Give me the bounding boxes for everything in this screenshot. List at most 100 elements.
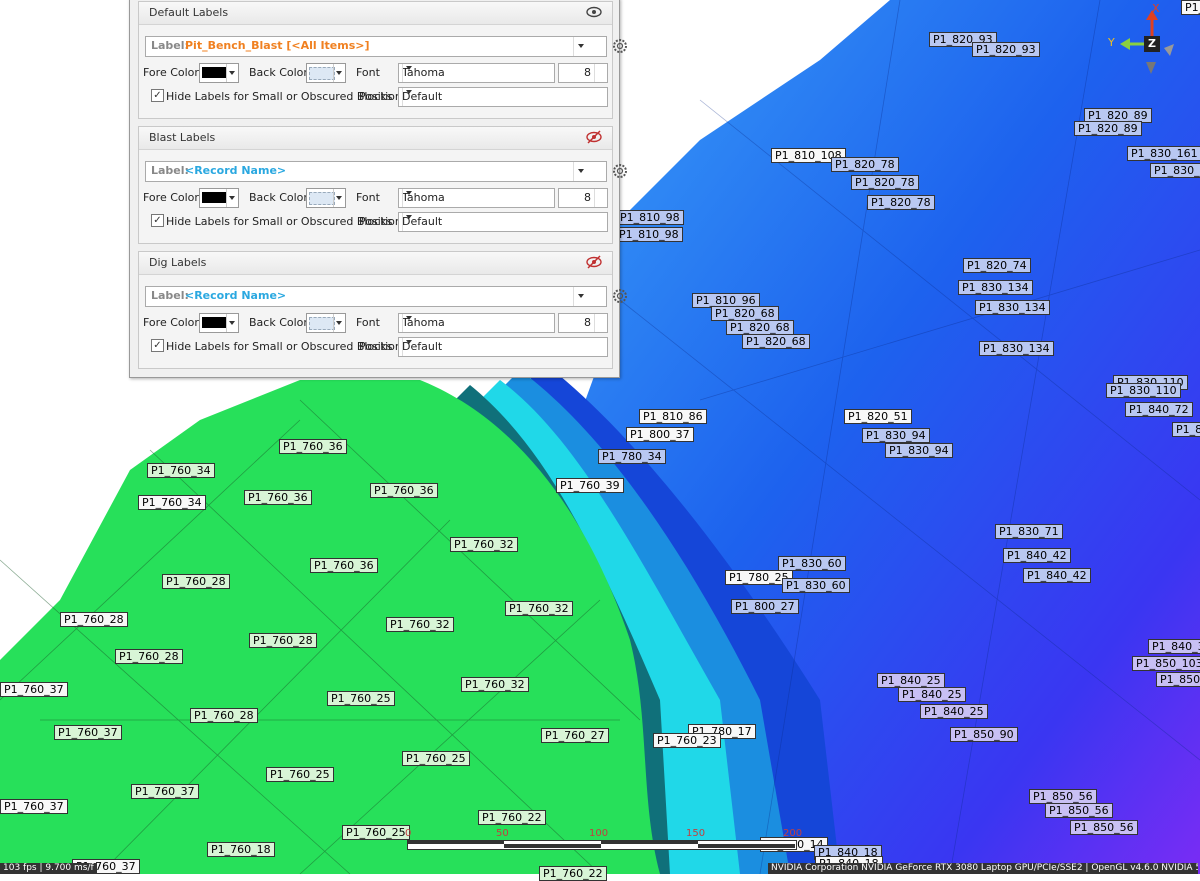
- block-label[interactable]: P1_760_28: [249, 633, 317, 648]
- label-expression-field[interactable]: Label: <Record Name>: [145, 161, 627, 182]
- block-label[interactable]: P1_760_28: [190, 708, 258, 723]
- block-label[interactable]: P1_850_1: [1156, 672, 1200, 687]
- block-label[interactable]: P1_760_28: [162, 574, 230, 589]
- fore-color-picker[interactable]: [199, 313, 239, 333]
- back-color-picker[interactable]: [306, 313, 346, 333]
- block-label[interactable]: P1_760_37: [0, 682, 68, 697]
- block-label[interactable]: P1_760_25: [402, 751, 470, 766]
- block-label[interactable]: P1_760_28: [115, 649, 183, 664]
- chevron-down-icon[interactable]: [573, 287, 588, 306]
- block-label[interactable]: P1_830_94: [885, 443, 953, 458]
- block-label[interactable]: P1_760_32: [505, 601, 573, 616]
- eye-hidden-icon[interactable]: [586, 130, 602, 144]
- block-label[interactable]: P1_820_68: [742, 334, 810, 349]
- block-label[interactable]: P1_760_25: [327, 691, 395, 706]
- block-label[interactable]: P1_850_103: [1132, 656, 1200, 671]
- section-header[interactable]: Dig Labels: [139, 252, 612, 275]
- font-select[interactable]: Tahoma: [398, 63, 555, 83]
- block-label[interactable]: P1_820_93: [972, 42, 1040, 57]
- block-label[interactable]: P1_780_25: [725, 570, 793, 585]
- label-expression-field[interactable]: Label: Pit_Bench_Blast [<All Items>]: [145, 36, 627, 57]
- block-label[interactable]: P1_810_86: [639, 409, 707, 424]
- block-label[interactable]: P1_820_78: [831, 157, 899, 172]
- block-label[interactable]: P1_830_134: [979, 341, 1054, 356]
- block-label[interactable]: P1_840_42: [1023, 568, 1091, 583]
- block-label[interactable]: P1_850_56: [1029, 789, 1097, 804]
- gear-icon[interactable]: [612, 163, 628, 179]
- block-label[interactable]: P1_820_51: [844, 409, 912, 424]
- section-header[interactable]: Blast Labels: [139, 127, 612, 150]
- fore-color-picker[interactable]: [199, 63, 239, 83]
- block-label[interactable]: P1_760_25: [342, 825, 410, 840]
- position-select[interactable]: Default: [398, 337, 608, 357]
- block-label[interactable]: P1_760_34: [147, 463, 215, 478]
- block-label[interactable]: P1_830_134: [975, 300, 1050, 315]
- block-label[interactable]: P1_760_22: [478, 810, 546, 825]
- gear-icon[interactable]: [612, 288, 628, 304]
- block-label[interactable]: P1_830_110: [1106, 383, 1181, 398]
- block-label[interactable]: P1_760_39: [556, 478, 624, 493]
- block-label[interactable]: P1_800_37: [626, 427, 694, 442]
- block-label[interactable]: P1_810_98: [615, 227, 683, 242]
- block-label[interactable]: P1_760_37: [54, 725, 122, 740]
- position-select[interactable]: Default: [398, 87, 608, 107]
- block-label[interactable]: P1_820_74: [963, 258, 1031, 273]
- block-label[interactable]: P1_830_16: [1150, 163, 1200, 178]
- chevron-down-icon[interactable]: [573, 37, 588, 56]
- block-label[interactable]: P1_810_108: [771, 148, 846, 163]
- block-label[interactable]: P1_820_89: [1074, 121, 1142, 136]
- block-label[interactable]: P1_760_36: [279, 439, 347, 454]
- label-expression-field[interactable]: Label: <Record Name>: [145, 286, 627, 307]
- block-label[interactable]: P1_840_25: [920, 704, 988, 719]
- block-label[interactable]: P1_84: [1172, 422, 1200, 437]
- back-color-picker[interactable]: [306, 188, 346, 208]
- block-label[interactable]: P1_800_27: [731, 599, 799, 614]
- eye-hidden-icon[interactable]: [586, 255, 602, 269]
- block-label[interactable]: P1_850_56: [1045, 803, 1113, 818]
- fore-color-picker[interactable]: [199, 188, 239, 208]
- block-label[interactable]: P1_760_37: [131, 784, 199, 799]
- block-label[interactable]: P1_760_25: [266, 767, 334, 782]
- block-label[interactable]: P1_840_31: [1148, 639, 1200, 654]
- hide-labels-checkbox[interactable]: ✓: [151, 214, 164, 227]
- hide-labels-checkbox[interactable]: ✓: [151, 89, 164, 102]
- chevron-down-icon[interactable]: [573, 162, 588, 181]
- block-label[interactable]: P1_820_78: [851, 175, 919, 190]
- font-select[interactable]: Tahoma: [398, 188, 555, 208]
- block-label[interactable]: P1_820_68: [726, 320, 794, 335]
- position-select[interactable]: Default: [398, 212, 608, 232]
- font-size-stepper[interactable]: 8: [558, 188, 608, 208]
- axis-gizmo[interactable]: X Y Z: [1108, 2, 1188, 82]
- block-label[interactable]: P1_830_71: [995, 524, 1063, 539]
- block-label[interactable]: P1_840_25: [898, 687, 966, 702]
- block-label[interactable]: P1_760_18: [207, 842, 275, 857]
- block-label[interactable]: P1_830_161: [1127, 146, 1200, 161]
- block-label[interactable]: P1_830_94: [862, 428, 930, 443]
- hide-labels-checkbox[interactable]: ✓: [151, 339, 164, 352]
- block-label[interactable]: P1_760_32: [450, 537, 518, 552]
- block-label[interactable]: P1_820_78: [867, 195, 935, 210]
- block-label[interactable]: P1_760_28: [60, 612, 128, 627]
- block-label[interactable]: P1_780_34: [598, 449, 666, 464]
- block-label[interactable]: P1_830_134: [958, 280, 1033, 295]
- back-color-picker[interactable]: [306, 63, 346, 83]
- block-label[interactable]: P1_20: [1181, 0, 1200, 15]
- block-label[interactable]: P1_760_36: [310, 558, 378, 573]
- block-label[interactable]: P1_760_36: [244, 490, 312, 505]
- font-size-stepper[interactable]: 8: [558, 63, 608, 83]
- block-label[interactable]: P1_840_72: [1125, 402, 1193, 417]
- block-label[interactable]: P1_760_27: [541, 728, 609, 743]
- block-label[interactable]: P1_760_37: [0, 799, 68, 814]
- block-label[interactable]: P1_760_32: [461, 677, 529, 692]
- block-label[interactable]: P1_760_34: [138, 495, 206, 510]
- block-label[interactable]: P1_850_90: [950, 727, 1018, 742]
- font-size-stepper[interactable]: 8: [558, 313, 608, 333]
- block-label[interactable]: P1_840_42: [1003, 548, 1071, 563]
- block-label[interactable]: P1_760_23: [653, 733, 721, 748]
- eye-visible-icon[interactable]: [586, 5, 602, 19]
- block-label[interactable]: P1_850_56: [1070, 820, 1138, 835]
- font-select[interactable]: Tahoma: [398, 313, 555, 333]
- block-label[interactable]: P1_760_36: [370, 483, 438, 498]
- section-header[interactable]: Default Labels: [139, 2, 612, 25]
- block-label[interactable]: P1_820_68: [711, 306, 779, 321]
